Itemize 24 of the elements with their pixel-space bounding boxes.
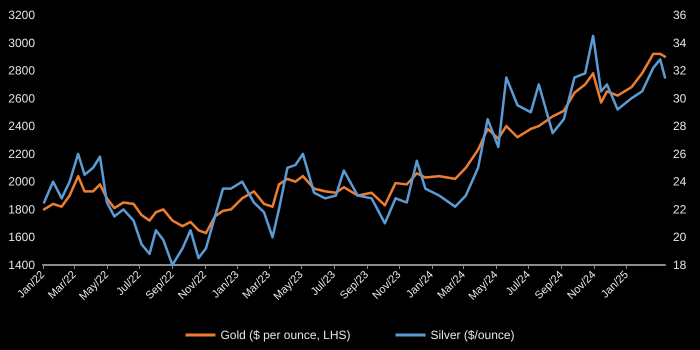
- y2-tick-label: 26: [673, 146, 687, 161]
- y2-tick-label: 32: [673, 64, 687, 78]
- y-tick-label: 2400: [8, 119, 36, 134]
- line-series: [42, 52, 666, 234]
- y2-tick-label: 28: [673, 119, 687, 134]
- y2-tick-label: 34: [673, 36, 687, 50]
- y2-tick-label: 24: [673, 174, 687, 189]
- y2-tick-label: 18: [673, 258, 687, 272]
- y2-tick-label: 22: [673, 202, 687, 216]
- y-tick-label: 1800: [8, 202, 36, 216]
- y-tick-label: 2000: [8, 174, 36, 189]
- y-tick-label: 2800: [8, 64, 36, 78]
- line-series: [42, 34, 666, 266]
- y-tick-label: 3200: [8, 8, 36, 22]
- y-tick-label: 2600: [8, 91, 36, 106]
- y2-tick-label: 30: [673, 91, 687, 106]
- y-tick-label: 1600: [8, 230, 36, 244]
- y2-tick-label: 36: [673, 8, 687, 22]
- legend-label: Gold ($ per ounce, LHS): [220, 328, 351, 342]
- y-tick-label: 2200: [8, 146, 36, 161]
- y-tick-label: 1400: [8, 258, 36, 272]
- legend-label: Silver ($/ounce): [430, 328, 515, 342]
- y-tick-label: 3000: [8, 36, 36, 50]
- y2-tick-label: 20: [673, 230, 687, 244]
